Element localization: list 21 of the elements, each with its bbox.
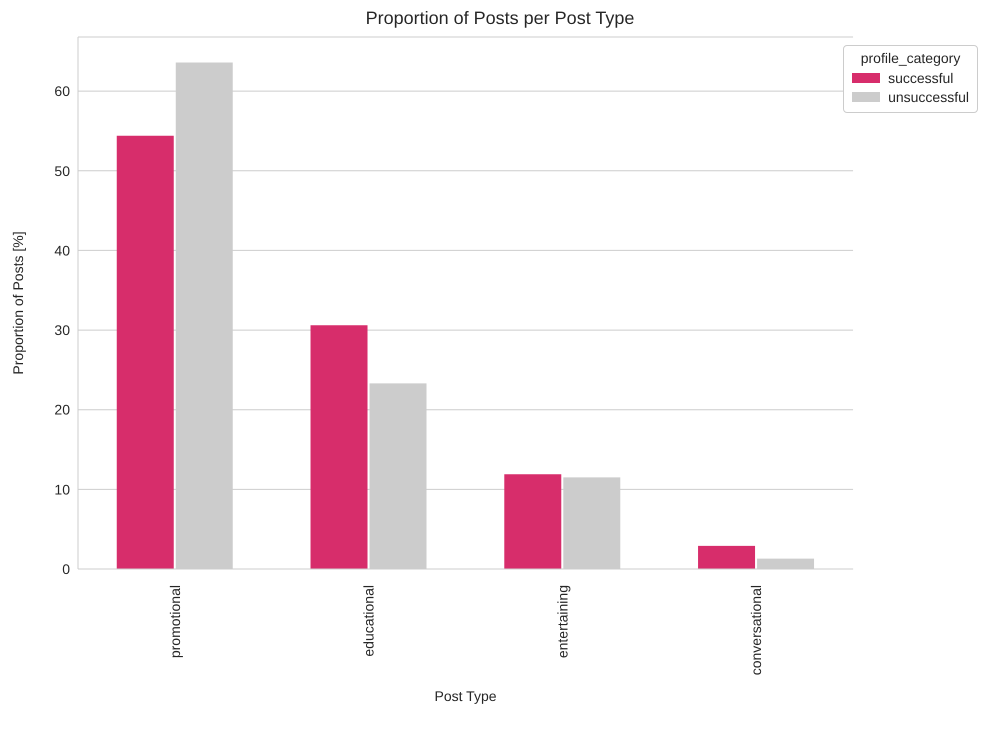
y-axis-title: Proportion of Posts [%]	[10, 231, 26, 375]
y-tick-label: 20	[54, 402, 70, 418]
chart-title: Proportion of Posts per Post Type	[364, 8, 636, 29]
legend-title: profile_category	[860, 50, 962, 66]
x-tick-label: entertaining	[554, 585, 570, 658]
bar	[310, 325, 368, 569]
bar	[698, 546, 756, 569]
x-tick-label: conversational	[748, 585, 764, 676]
x-tick-label: educational	[360, 585, 377, 657]
y-tick-label: 60	[54, 83, 70, 100]
legend-label: unsuccessful	[888, 89, 969, 105]
y-tick-label: 50	[54, 162, 70, 179]
bar	[116, 136, 174, 569]
y-tick-label: 10	[54, 481, 70, 498]
bar	[504, 474, 562, 569]
legend-label: successful	[888, 70, 954, 86]
y-tick-label: 40	[54, 242, 70, 258]
y-tick-label: 30	[54, 322, 70, 338]
x-tick-label: promotional	[166, 585, 183, 658]
x-axis-title: Post Type	[434, 688, 497, 704]
y-tick-label: 0	[62, 560, 70, 577]
